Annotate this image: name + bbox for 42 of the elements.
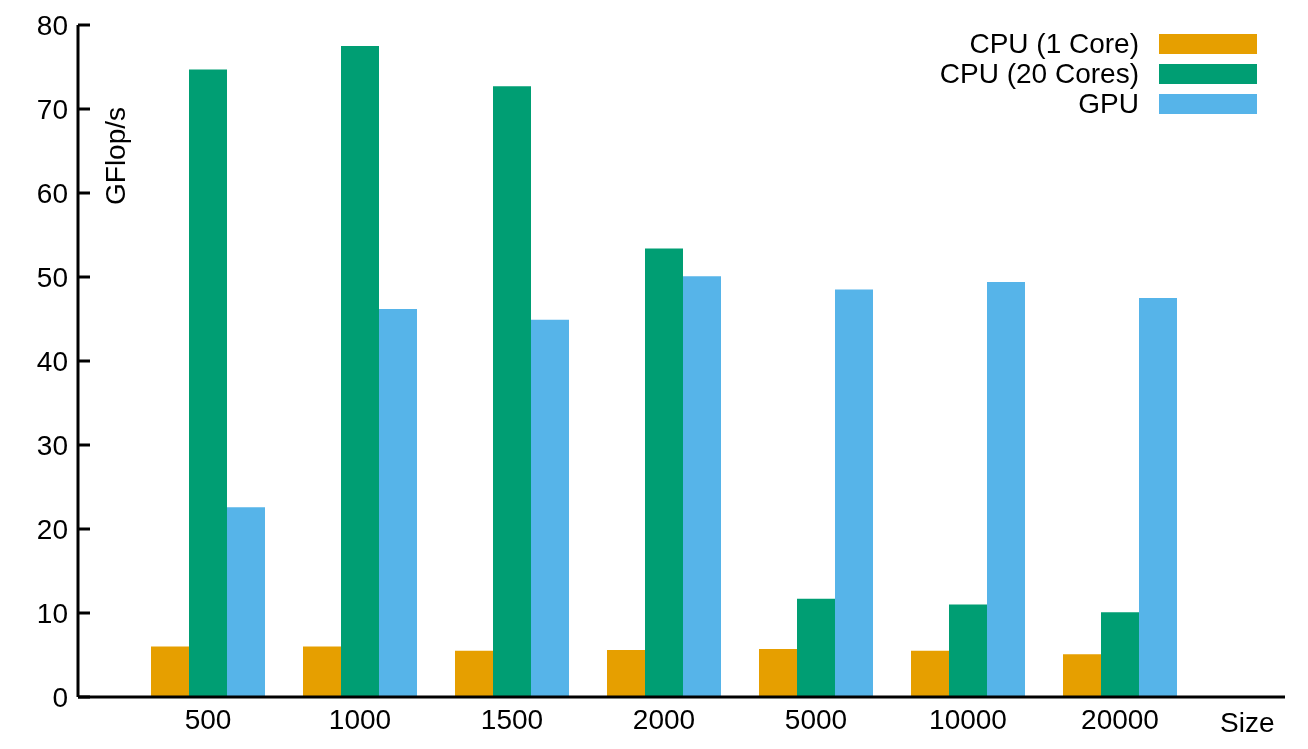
y-tick-label: 70 bbox=[36, 93, 68, 125]
y-axis-title: GFlop/s bbox=[100, 106, 132, 205]
bar bbox=[227, 507, 265, 697]
bar bbox=[987, 282, 1025, 697]
bar bbox=[835, 289, 873, 697]
bar bbox=[531, 319, 569, 697]
x-tick-label: 5000 bbox=[784, 703, 848, 735]
x-tick-label: 500 bbox=[184, 703, 232, 735]
x-tick-label: 2000 bbox=[632, 703, 696, 735]
y-tick-label: 40 bbox=[36, 345, 68, 377]
bar bbox=[797, 598, 835, 697]
bar bbox=[189, 69, 227, 697]
x-tick-label: 1000 bbox=[328, 703, 392, 735]
x-axis-title: Size bbox=[1220, 707, 1275, 739]
bar bbox=[683, 276, 721, 697]
y-tick-label: 0 bbox=[52, 681, 68, 713]
bar bbox=[303, 646, 341, 697]
bar bbox=[949, 604, 987, 697]
bar bbox=[1139, 298, 1177, 697]
x-tick-label: 10000 bbox=[929, 703, 1007, 735]
bar bbox=[341, 46, 379, 697]
y-tick-label: 20 bbox=[36, 513, 68, 545]
legend-label: CPU (1 Core) bbox=[969, 28, 1139, 60]
y-tick-label: 60 bbox=[36, 177, 68, 209]
bar bbox=[645, 248, 683, 697]
y-tick-label: 50 bbox=[36, 261, 68, 293]
bar bbox=[151, 646, 189, 697]
bar bbox=[379, 308, 417, 697]
bar bbox=[1101, 612, 1139, 697]
bar bbox=[911, 650, 949, 697]
bar bbox=[759, 649, 797, 697]
y-tick-label: 80 bbox=[36, 9, 68, 41]
x-tick-label: 20000 bbox=[1081, 703, 1159, 735]
bar bbox=[607, 649, 645, 697]
y-tick-label: 10 bbox=[36, 597, 68, 629]
bar bbox=[1063, 654, 1101, 697]
y-tick-label: 30 bbox=[36, 429, 68, 461]
legend-label: CPU (20 Cores) bbox=[939, 58, 1139, 90]
bar bbox=[493, 86, 531, 697]
legend-label: GPU bbox=[1078, 88, 1139, 120]
bar bbox=[455, 650, 493, 697]
x-tick-label: 1500 bbox=[480, 703, 544, 735]
